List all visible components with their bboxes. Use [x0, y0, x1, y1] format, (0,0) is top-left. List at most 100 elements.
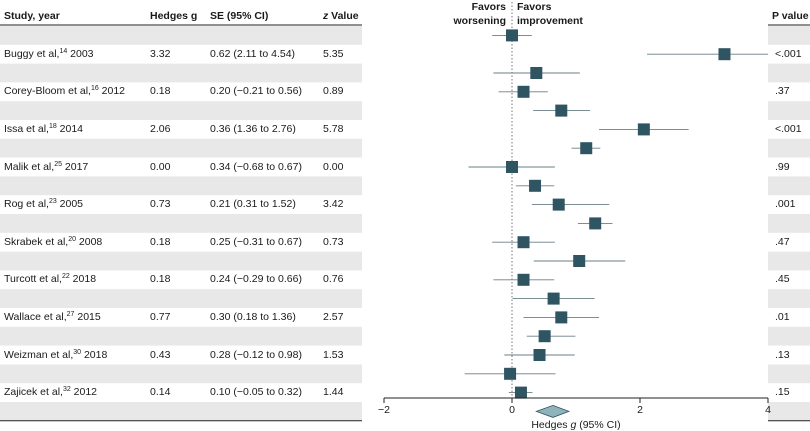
study-ref: 24 — [71, 141, 79, 149]
se-ci-value: 0.25 (−0.31 to 0.67) — [210, 235, 302, 248]
study-point-marker — [517, 85, 530, 98]
study-label: Zadikoff et al,31 2011 — [4, 364, 100, 382]
hedges-g-value: 0.38 — [150, 66, 171, 79]
study-author: Issa et al, — [4, 123, 49, 135]
p-value: <.001 — [775, 123, 802, 135]
study-author: Ware et al, — [4, 329, 55, 342]
study-year: 2004 — [74, 29, 101, 41]
z-value: 9.43 — [323, 217, 344, 229]
study-label: Berman et al,13 2004 — [4, 26, 101, 44]
study-ref: 23 — [48, 198, 57, 206]
z-value: 5.35 — [323, 47, 344, 60]
study-label: Turcott et al,22 2018 — [4, 270, 96, 288]
study-label: de Vries et al,17 2017 — [4, 101, 102, 119]
study-year: 2015 — [74, 311, 101, 323]
se-ci-value: 0.16 (−0.31 to 0.31) — [210, 29, 302, 41]
combined-se-ci: 0.13 (0.38 to 0.89) — [210, 405, 297, 417]
study-point-marker — [517, 273, 530, 286]
hedges-g-value: 0.00 — [150, 160, 171, 173]
hedges-g-value: 0.73 — [150, 198, 171, 211]
study-point-marker — [547, 292, 560, 305]
se-ci-value: 0.14 (1.03 to 1.57) — [210, 217, 296, 229]
study-author: Rog et al, — [4, 198, 49, 211]
hedges-g-value: 0.77 — [150, 104, 171, 117]
hedges-g-value: 0.36 — [150, 179, 171, 192]
se-ci-value: 0.33 (0.01 to 1.29) — [210, 292, 296, 305]
se-ci-value: 0.15 (0.06 to 0.66) — [210, 179, 296, 192]
study-author: Corey-Bloom et al, — [4, 85, 91, 98]
se-ci-value: 0.28 (−0.12 to 0.98) — [210, 348, 302, 361]
study-author: Toth et al, — [4, 254, 50, 267]
study-label: Weizman et al,30 2018 — [4, 346, 107, 364]
study-year: 2011 — [74, 367, 101, 380]
study-year: 2012 — [57, 254, 84, 267]
study-ref: 22 — [61, 273, 70, 281]
study-label: Corey-Bloom et al,16 2012 — [4, 82, 125, 100]
z-value: 10.23 — [323, 141, 350, 154]
study-ref: 15 — [65, 66, 74, 74]
study-ref: 26 — [74, 179, 82, 187]
col-header-z-suffix: Value — [328, 10, 359, 22]
study-author: Zadikoff et al, — [4, 367, 67, 380]
x-axis-label: Hedges g (95% CI) — [531, 419, 620, 431]
hedges-g-value: 0.65 — [150, 292, 171, 305]
z-value: 5.78 — [323, 123, 344, 135]
z-value: 3.40 — [323, 104, 344, 117]
se-ci-value: 0.62 (2.11 to 4.54) — [210, 47, 296, 60]
study-author: Buggy et al, — [4, 47, 60, 60]
hedges-g-value: 0.00 — [150, 29, 171, 41]
z-value: 0.00 — [323, 160, 344, 173]
se-ci-value: 0.21 (0.31 to 1.52) — [210, 198, 296, 211]
se-ci-value: 0.34 (−0.29 to 1.06) — [210, 66, 302, 79]
study-point-marker — [533, 349, 546, 361]
p-value: <.001 — [775, 47, 802, 60]
study-label: Wallace et al,27 2015 — [4, 308, 101, 326]
x-axis-tick-label: 4 — [765, 404, 771, 416]
p-value: .047 — [775, 292, 796, 305]
study-point-marker — [555, 311, 568, 324]
study-point-marker — [506, 161, 518, 173]
z-value: 0.76 — [323, 273, 344, 286]
favors-improvement-line2: improvement — [517, 15, 583, 27]
se-ci-value: 0.10 (−0.05 to 0.32) — [210, 386, 302, 399]
p-value: .37 — [775, 85, 790, 98]
study-year: 2014 — [56, 123, 84, 135]
x-axis-tick-label: 0 — [509, 404, 515, 416]
study-author: Skrabek et al, — [4, 235, 69, 248]
z-value: 1.44 — [323, 386, 344, 399]
p-value: .47 — [775, 235, 790, 248]
p-value: .001 — [775, 104, 796, 117]
study-point-marker — [517, 236, 530, 249]
z-value: 0.73 — [323, 235, 344, 248]
study-year: 2018 — [69, 273, 97, 286]
col-header-z: z Value — [323, 7, 359, 25]
study-ref: 14 — [59, 47, 68, 55]
study-ref: 18 — [48, 123, 57, 130]
study-author: de Vries et al, — [4, 104, 68, 117]
p-value: <.001 — [775, 141, 802, 154]
combined-hedges-g: 0.64 — [150, 405, 171, 417]
z-value: 2.57 — [323, 311, 344, 323]
p-value: >.99 — [775, 29, 796, 41]
study-label: Ware et al,29 2010 — [4, 327, 88, 345]
z-value: 2.07 — [323, 329, 344, 342]
study-label: Wade et al,28 2003 — [4, 289, 91, 307]
study-author: Turcott et al, — [4, 273, 62, 286]
combined-p-value: <.001 — [775, 405, 802, 417]
se-ci-value: 0.20 (−0.21 to 0.56) — [210, 85, 302, 98]
p-value: .02 — [775, 179, 790, 192]
study-point-marker — [530, 67, 543, 79]
z-value: 2.36 — [323, 179, 344, 192]
hedges-g-value: 1.30 — [150, 217, 171, 229]
z-value: 2.90 — [323, 254, 344, 267]
study-year: 2008 — [76, 235, 103, 248]
study-year: 2017 — [83, 217, 110, 229]
study-year: 2018 — [81, 348, 108, 361]
study-point-marker — [504, 367, 517, 380]
study-year: 2020 — [73, 66, 100, 79]
study-year: 2017 — [61, 160, 89, 173]
p-value: <.001 — [775, 217, 802, 229]
p-value: .45 — [775, 273, 790, 286]
